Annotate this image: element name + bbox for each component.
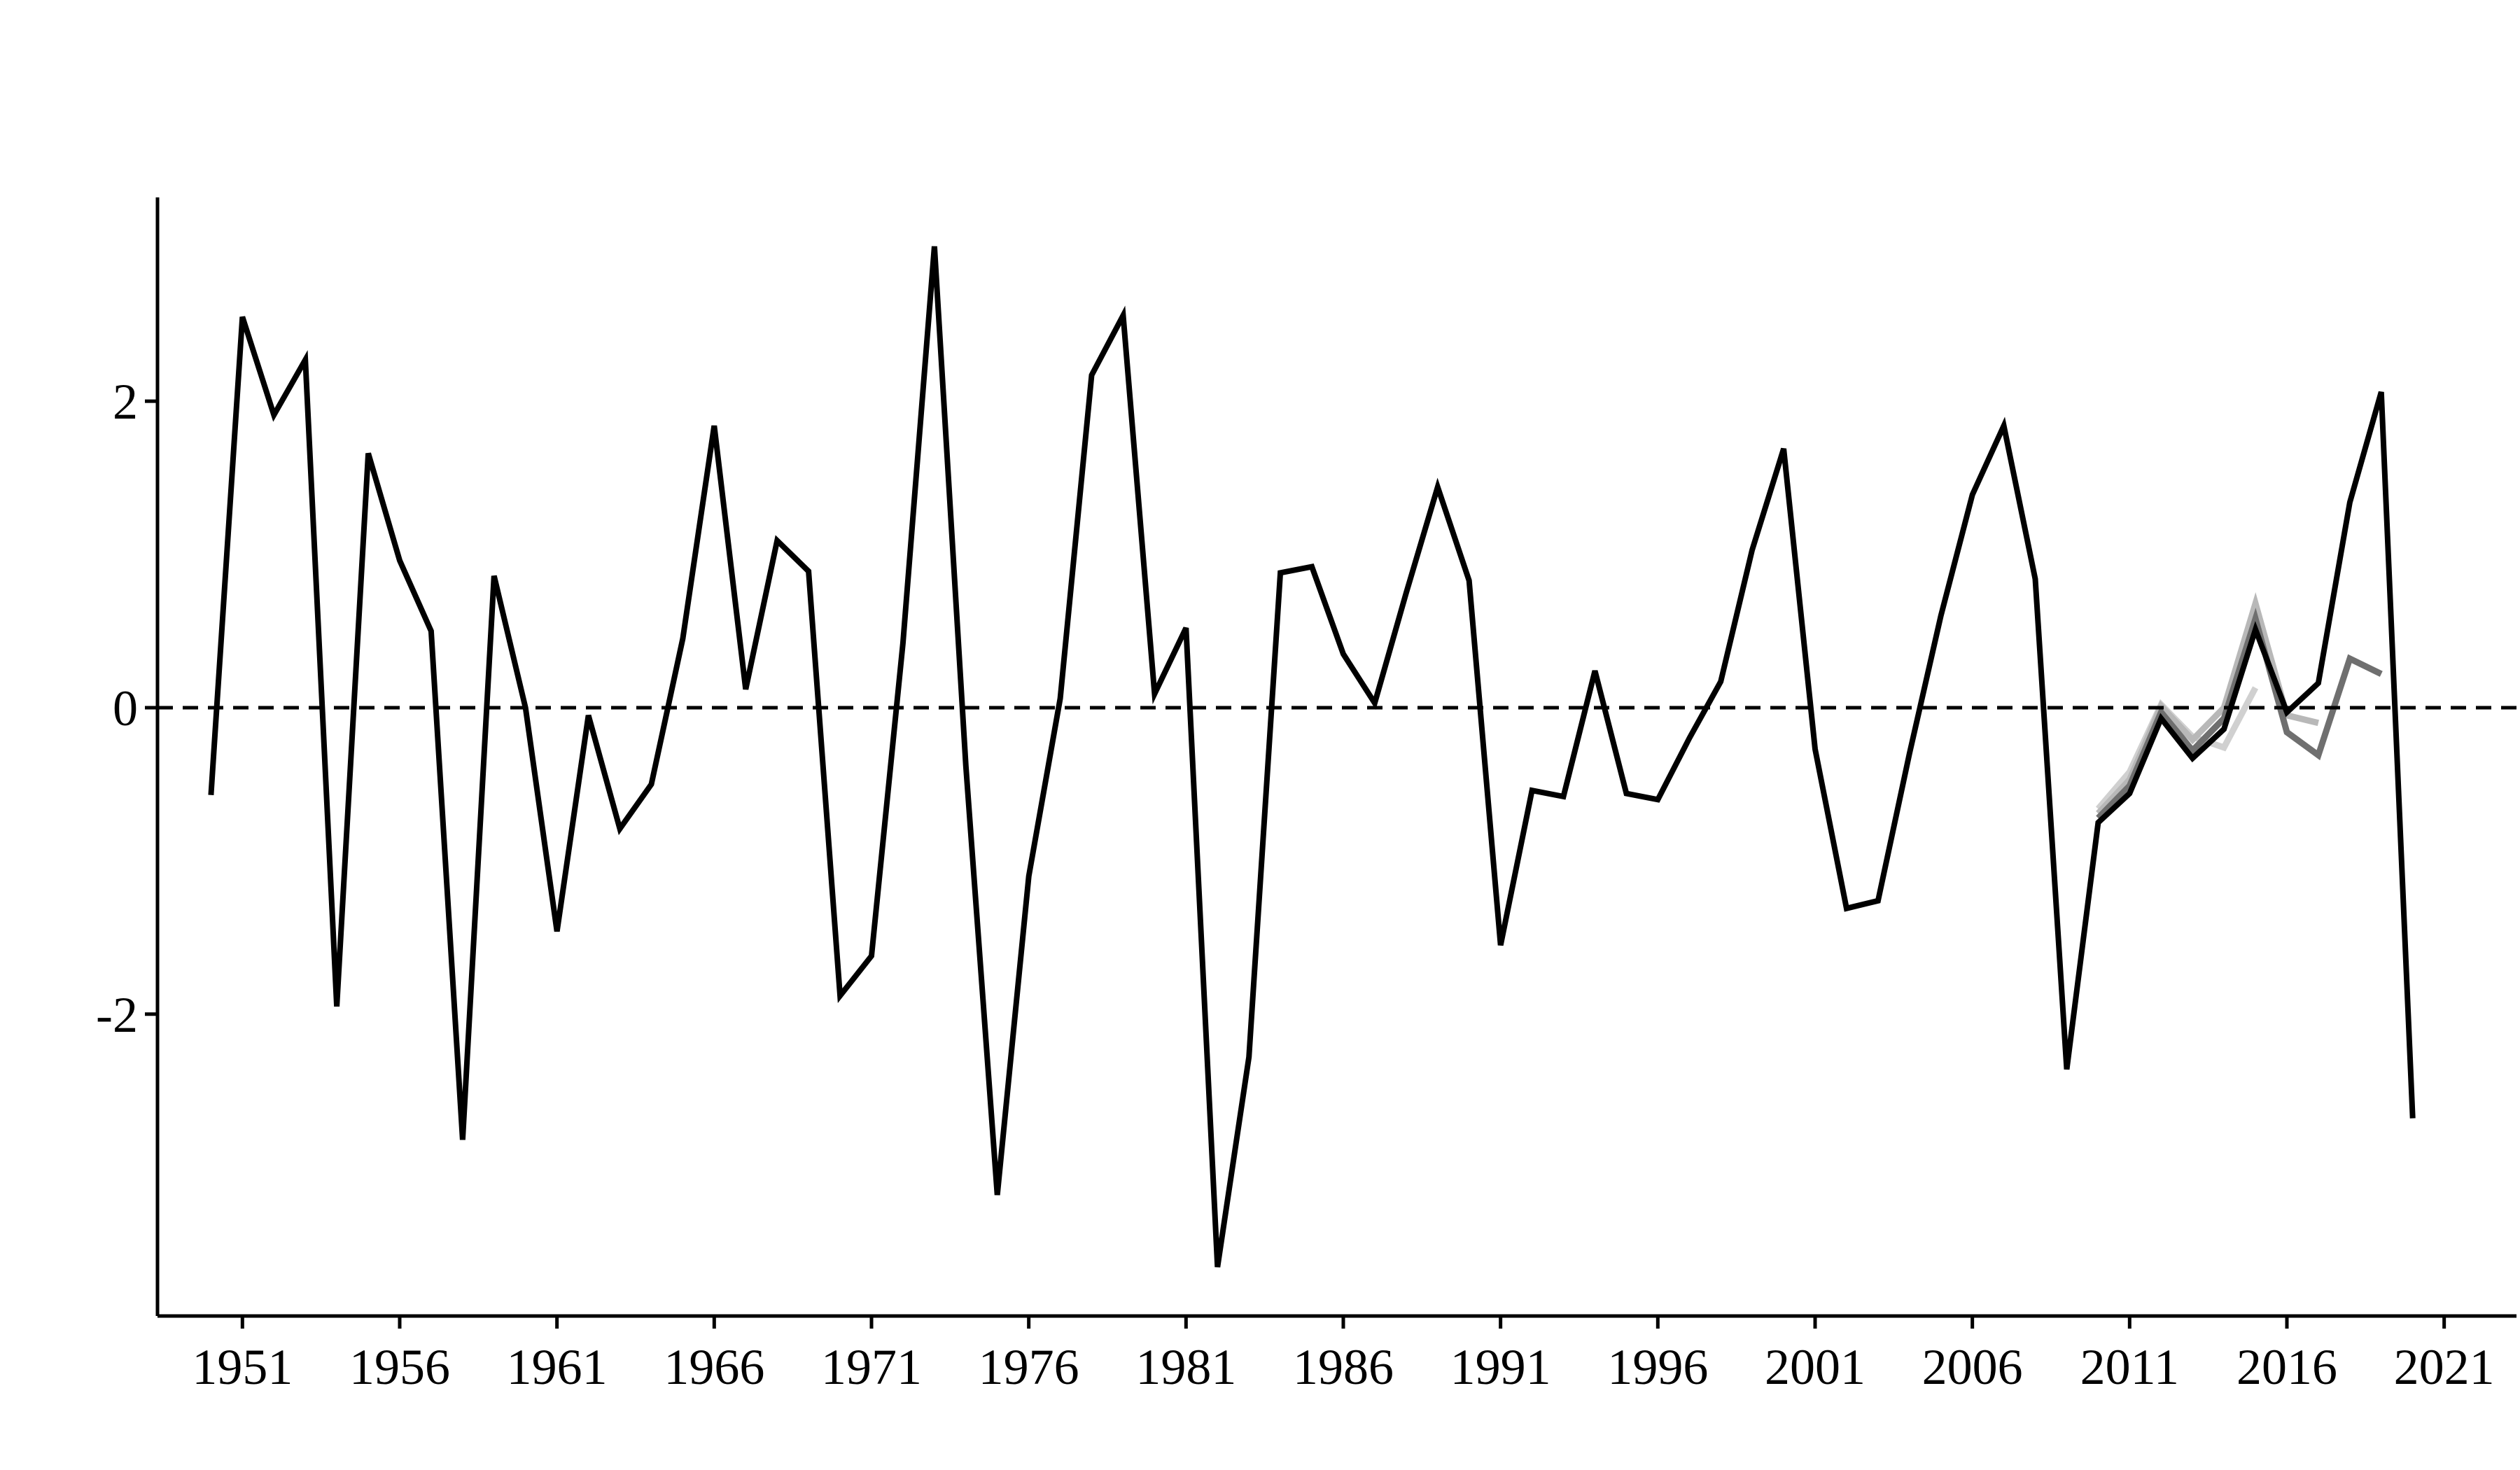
series-layer (208, 246, 2416, 1268)
y-tick-label: 2 (113, 374, 138, 430)
x-tick-label: 1971 (821, 1339, 922, 1395)
x-tick-label: 1996 (1607, 1339, 1708, 1395)
x-tick-label: 2001 (1765, 1339, 1865, 1395)
y-axis-ticks: -2 0 2 (96, 374, 158, 1043)
y-tick-label: -2 (96, 987, 138, 1043)
x-tick-label: 1966 (664, 1339, 764, 1395)
x-tick-label: 1956 (349, 1339, 450, 1395)
x-tick-label: 1961 (507, 1339, 608, 1395)
x-tick-label: 1976 (979, 1339, 1079, 1395)
x-tick-label: 1981 (1135, 1339, 1236, 1395)
y-tick-label: 0 (113, 680, 138, 736)
x-tick-label: 2011 (2080, 1339, 2179, 1395)
x-tick-label: 1986 (1293, 1339, 1394, 1395)
x-tick-label: 1951 (192, 1339, 293, 1395)
x-tick-label: 2016 (2236, 1339, 2337, 1395)
series-line-0 (208, 246, 2416, 1268)
x-tick-label: 1991 (1450, 1339, 1551, 1395)
x-tick-label: 2021 (2394, 1339, 2495, 1395)
x-tick-label: 2006 (1922, 1339, 2023, 1395)
x-axis-ticks: 1951 1956 1961 1966 1971 1976 1981 1986 1991 1996… (192, 1316, 2495, 1395)
